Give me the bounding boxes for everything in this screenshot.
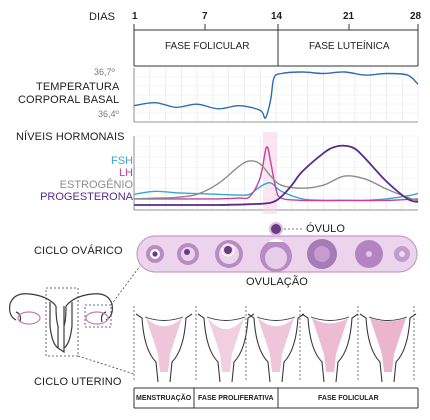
uterus-fundus (256, 316, 296, 321)
temperature-label-line2: CORPORAL BASAL (18, 94, 120, 106)
temperature-label-line1: TEMPERATURA (36, 81, 120, 93)
uterus-fundus (144, 316, 184, 321)
estrogen-line (133, 160, 419, 202)
ovarian-cycle-band (136, 222, 418, 273)
ovum-label: ÓVULO (306, 223, 346, 235)
follicle-1 (146, 245, 164, 263)
uterus-stage-4 (299, 306, 359, 383)
uterus-outline (135, 313, 193, 383)
endometrium-fill (146, 318, 182, 372)
hormone-chart (133, 132, 419, 214)
uterus-outline (301, 313, 359, 383)
legend-lh: LH (118, 167, 133, 179)
day-label-1: 1 (132, 11, 138, 22)
endometrium-fill (208, 318, 244, 372)
uterine-cycle-title: CICLO UTERINO (34, 376, 122, 388)
temperature-max-value: 36,7º (94, 67, 115, 77)
ovulation-label: OVULAÇÃO (246, 276, 308, 288)
uterus-stage-1 (133, 306, 193, 383)
day-label-28: 28 (410, 11, 422, 22)
anatomy-zoom-box-uterus (45, 287, 79, 357)
uterus-stage-2 (195, 306, 255, 383)
temperature-chart (133, 67, 419, 123)
uterine-menstruation-label: MENSTRUAÇÃO (136, 395, 192, 402)
temperature-line (133, 71, 419, 119)
ruptured-follicle (260, 239, 292, 272)
zoom-line-ovary (110, 265, 141, 306)
ovulation-highlight (263, 132, 277, 214)
endometrium-fill (312, 318, 348, 372)
uterus-stage-3 (245, 306, 305, 383)
ovum-icon (269, 222, 283, 236)
uterine-cycle-row (133, 306, 417, 383)
anatomy-zoom-box-ovary (84, 304, 112, 328)
day-label-14: 14 (271, 11, 283, 22)
endometrium-fill (370, 318, 406, 372)
day-label-21: 21 (343, 11, 355, 22)
temperature-grid (133, 67, 419, 123)
hormone-legend: FSH LH ESTROGÊNIO PROGESTERONA (0, 155, 133, 205)
hormone-lines (133, 144, 419, 206)
endometrium-fill (258, 318, 294, 372)
legend-progesterone: PROGESTERONA (40, 191, 133, 203)
uterus-outline (247, 313, 305, 383)
corpus-albicans (394, 246, 410, 262)
uterus-anatomy-icon (9, 293, 113, 354)
uterine-proliferative-label: FASE PROLIFERATIVA (198, 395, 274, 402)
legend-estrogen: ESTROGÊNIO (59, 179, 133, 191)
legend-fsh: FSH (111, 155, 133, 167)
uterus-outline (359, 313, 417, 383)
corpus-luteum-1 (307, 239, 337, 269)
lh-line (133, 146, 419, 202)
zoom-line-uterus (77, 355, 135, 375)
day-label-7: 7 (202, 11, 208, 22)
uterine-follicular-label: FASE FOLICULAR (318, 395, 379, 402)
temperature-min-value: 36,4º (98, 109, 119, 119)
corpus-luteum-2 (355, 240, 383, 268)
days-axis-title: DIAS (89, 11, 116, 23)
uterus-fundus (206, 316, 246, 321)
uterus-stage-5 (357, 306, 417, 383)
progesterone-line (134, 144, 419, 206)
uterus-fundus (310, 316, 350, 321)
follicle-2 (177, 243, 199, 265)
phase-luteal-label: FASE LUTEÍNICA (309, 41, 390, 52)
ovarian-cycle-title: CICLO OVÁRICO (34, 245, 123, 257)
uterus-fundus (368, 316, 408, 321)
uterus-outline (197, 313, 255, 383)
follicle-3 (215, 240, 243, 268)
phase-follicular-label: FASE FOLICULAR (165, 41, 250, 52)
hormones-title: NÍVEIS HORMONAIS (16, 131, 125, 143)
